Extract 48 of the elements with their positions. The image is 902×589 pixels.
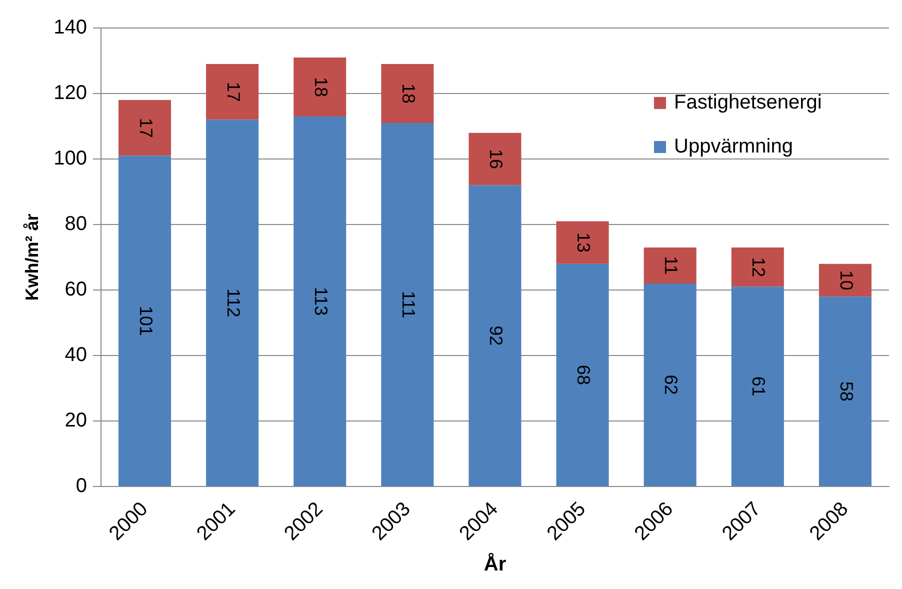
bar	[468, 132, 522, 186]
bar	[206, 64, 259, 120]
data-label: 68	[574, 364, 594, 385]
bar	[731, 286, 784, 486]
y-tick-label: 0	[76, 475, 87, 498]
bar	[818, 264, 872, 297]
data-label: 62	[661, 374, 682, 395]
data-label: 92	[486, 326, 506, 346]
data-label: 113	[310, 286, 331, 316]
bar	[206, 120, 259, 486]
y-axis-title: Kwh/m² år	[22, 214, 42, 301]
data-label: 112	[223, 288, 244, 318]
data-label: 17	[223, 82, 244, 102]
data-label: 12	[748, 257, 769, 278]
bar	[381, 122, 434, 486]
bar	[731, 247, 784, 287]
bar	[818, 296, 872, 486]
data-label: 58	[836, 381, 856, 402]
legend-label: Uppvärmning	[674, 136, 793, 158]
y-tick-label: 140	[54, 16, 87, 39]
bar	[118, 100, 172, 156]
y-tick-label: 20	[64, 410, 87, 432]
bar	[381, 64, 434, 123]
data-label: 18	[310, 76, 331, 97]
bar	[644, 283, 696, 486]
data-label: 13	[574, 232, 594, 253]
y-tick-label: 100	[54, 148, 87, 170]
bar	[556, 221, 609, 264]
data-label: 17	[136, 118, 156, 138]
bar	[556, 264, 609, 486]
y-tick-label: 120	[54, 82, 87, 104]
bar	[118, 156, 172, 486]
x-axis-title: År	[484, 552, 506, 576]
y-tick-label: 60	[64, 278, 87, 301]
data-label: 16	[486, 149, 506, 170]
bar	[294, 116, 346, 486]
data-label: 111	[398, 290, 418, 318]
y-tick-label: 40	[64, 344, 87, 366]
bar	[468, 185, 522, 486]
bar	[644, 247, 696, 284]
data-label: 101	[136, 306, 156, 336]
data-label: 11	[661, 256, 682, 275]
data-label: 61	[748, 376, 769, 396]
data-label: 10	[836, 270, 856, 290]
y-tick-label: 80	[64, 213, 87, 236]
data-label: 18	[398, 83, 418, 104]
bar	[294, 57, 346, 116]
legend-label: Fastighetsenergi	[674, 92, 822, 114]
